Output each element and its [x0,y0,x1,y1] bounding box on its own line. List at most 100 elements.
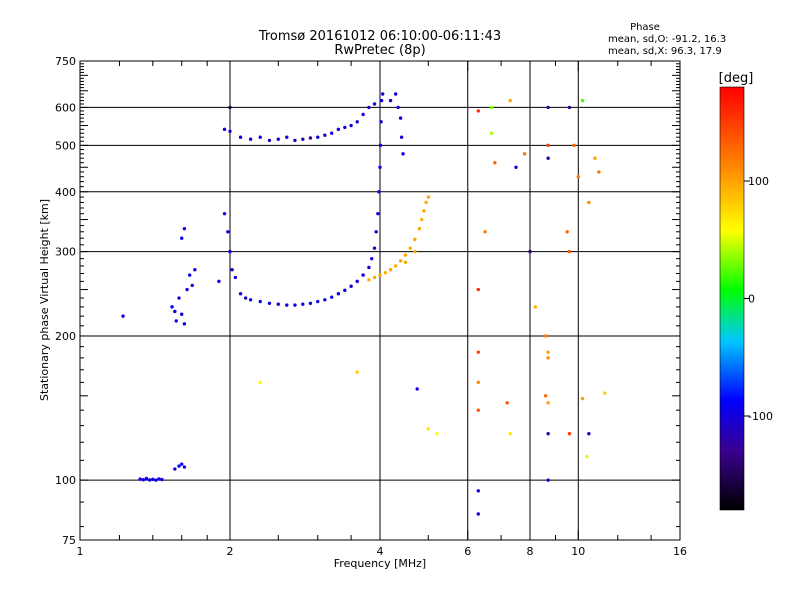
data-point [336,127,341,132]
data-point [388,98,393,103]
data-point [177,296,181,300]
data-point [603,391,607,395]
data-point [514,165,518,169]
data-point [424,200,428,205]
y-tick-label: 75 [62,534,76,547]
data-point [426,195,430,199]
data-point [180,312,184,316]
data-point [248,137,253,141]
data-point [361,112,365,117]
data-point [267,301,272,305]
data-point [228,105,232,110]
data-point [533,305,538,309]
data-point [546,432,550,436]
y-tick-label: 400 [55,186,76,199]
x-tick-label: 16 [673,545,687,558]
data-point [323,133,327,137]
data-point [543,334,548,338]
x-tick-labels: 1 2 4 6 8 10 16 [77,545,688,558]
data-point [415,387,419,391]
data-point [228,249,232,254]
data-point [173,309,177,314]
y-tick-label: 600 [55,101,76,114]
data-point [377,190,381,194]
data-point [148,478,152,482]
data-point [476,350,481,354]
data-point [248,298,253,302]
data-point [323,298,327,302]
data-point [217,279,221,284]
data-point [593,156,597,160]
data-point [285,135,289,139]
data-point [330,131,334,135]
colorbar-tick-label: 100 [748,175,769,188]
data-point [343,125,347,130]
data-point [293,138,297,143]
data-point [157,477,161,481]
data-point [376,211,380,216]
data-point [546,105,550,110]
chart-subtitle: RwPretec (8p) [334,43,425,58]
data-point [476,109,481,113]
data-point [144,476,149,481]
data-point [597,170,601,174]
data-point [308,136,313,140]
data-point [417,226,422,231]
data-point [572,143,576,148]
data-point [233,275,238,280]
data-point [367,105,371,110]
data-point [160,477,164,482]
data-point [399,135,404,139]
data-point [393,92,398,96]
grid-lines [80,61,680,540]
y-tick-label: 750 [55,55,76,68]
data-point [546,143,550,148]
data-point [476,287,481,292]
data-point [565,230,569,234]
data-point [378,143,383,148]
data-point [222,127,227,132]
data-point [230,268,234,272]
data-point [489,131,494,135]
data-point [403,260,408,264]
data-point [587,432,591,436]
data-point [585,454,589,459]
x-axis-label: Frequency [MHz] [334,557,426,570]
data-point [336,292,341,296]
data-point [308,301,313,305]
data-point [476,408,481,412]
data-point [372,246,377,250]
data-point [185,287,189,292]
data-point [546,401,550,405]
x-tick-label: 8 [527,545,534,558]
data-point [276,137,280,141]
x-tick-label: 1 [77,545,84,558]
colorbar-label: [deg] [719,71,754,86]
data-point [576,175,580,179]
data-point [383,271,388,275]
data-point [476,489,481,493]
chart-title: Tromsø 20161012 06:10:00-06:11:43 [258,29,501,44]
data-point [403,253,408,257]
data-point [435,432,439,436]
x-tick-label: 6 [464,545,471,558]
data-point [349,123,353,128]
data-point [505,401,509,405]
data-point [546,356,550,360]
y-axis-label: Stationary phase Virtual Height [km] [38,199,51,401]
data-point [121,314,125,318]
data-point [398,116,403,120]
data-point [489,105,494,110]
data-point [228,129,232,133]
data-point [355,370,359,374]
data-point [138,477,142,481]
data-point [476,512,481,516]
data-point [379,120,383,124]
data-point [493,160,497,165]
data-point [393,264,398,268]
data-point [330,295,334,299]
data-point [367,278,371,282]
data-point [374,230,378,234]
data-point [419,217,424,222]
